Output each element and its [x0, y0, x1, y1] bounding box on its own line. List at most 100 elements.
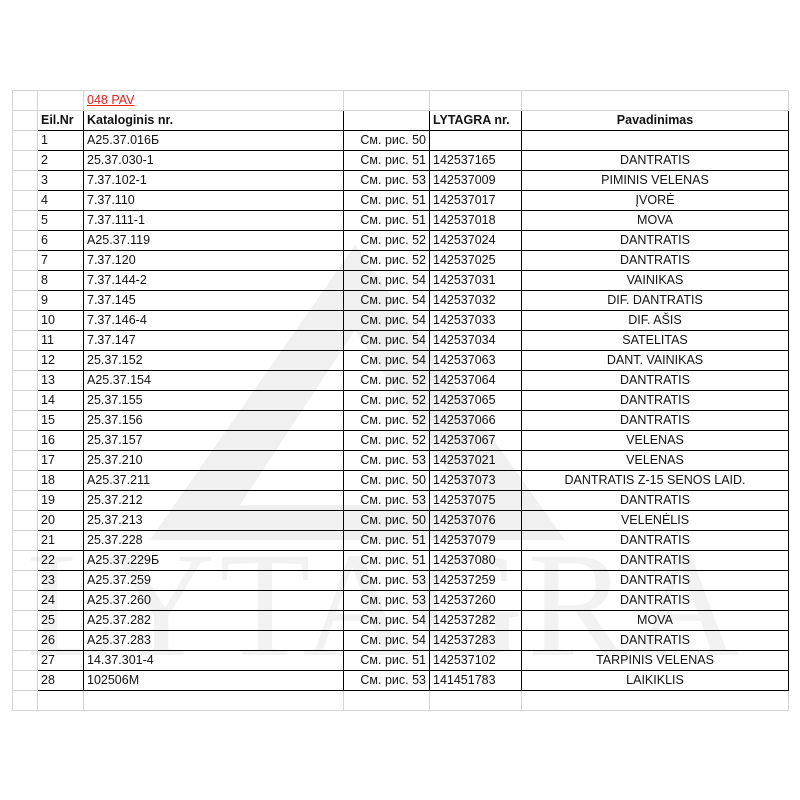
- cell-catalog[interactable]: A25.37.260: [83, 590, 344, 611]
- cell[interactable]: [429, 90, 522, 111]
- cell-catalog[interactable]: 25.37.212: [83, 490, 344, 511]
- cell-ref[interactable]: См. рис. 54: [343, 270, 430, 291]
- cell-lytagra[interactable]: 142537066: [429, 410, 522, 431]
- cell-name[interactable]: VELENAS: [521, 430, 789, 451]
- cell[interactable]: [12, 130, 38, 151]
- cell-ref[interactable]: См. рис. 52: [343, 390, 430, 411]
- cell[interactable]: [12, 530, 38, 551]
- cell-catalog[interactable]: 25.37.152: [83, 350, 344, 371]
- cell-ref[interactable]: См. рис. 50: [343, 130, 430, 151]
- cell-ref[interactable]: См. рис. 51: [343, 190, 430, 211]
- cell-ref[interactable]: См. рис. 54: [343, 330, 430, 351]
- cell-no[interactable]: 15: [37, 410, 84, 431]
- cell[interactable]: [12, 150, 38, 171]
- cell[interactable]: [343, 90, 430, 111]
- cell-name[interactable]: DANTRATIS: [521, 570, 789, 591]
- cell-catalog[interactable]: 7.37.110: [83, 190, 344, 211]
- cell[interactable]: [12, 670, 38, 691]
- cell[interactable]: [12, 330, 38, 351]
- cell-lytagra[interactable]: 142537102: [429, 650, 522, 671]
- cell-ref[interactable]: См. рис. 53: [343, 570, 430, 591]
- cell-name[interactable]: DANTRATIS Z-15 SENOS LAID.: [521, 470, 789, 491]
- cell-lytagra[interactable]: [429, 130, 522, 151]
- cell-ref[interactable]: См. рис. 52: [343, 370, 430, 391]
- cell-name[interactable]: DANTRATIS: [521, 530, 789, 551]
- cell-name[interactable]: TARPINIS VELENAS: [521, 650, 789, 671]
- cell-catalog[interactable]: 7.37.145: [83, 290, 344, 311]
- cell[interactable]: [343, 690, 430, 711]
- cell-lytagra[interactable]: 142537033: [429, 310, 522, 331]
- cell-name[interactable]: MOVA: [521, 210, 789, 231]
- cell-lytagra[interactable]: 142537018: [429, 210, 522, 231]
- cell-lytagra[interactable]: 142537032: [429, 290, 522, 311]
- cell-catalog[interactable]: 25.37.228: [83, 530, 344, 551]
- cell[interactable]: [12, 470, 38, 491]
- cell-no[interactable]: 24: [37, 590, 84, 611]
- cell-name[interactable]: DANTRATIS: [521, 370, 789, 391]
- cell-no[interactable]: 1: [37, 130, 84, 151]
- cell-no[interactable]: 26: [37, 630, 84, 651]
- cell-name[interactable]: DIF. DANTRATIS: [521, 290, 789, 311]
- cell-ref[interactable]: См. рис. 53: [343, 450, 430, 471]
- cell-no[interactable]: 16: [37, 430, 84, 451]
- cell-catalog[interactable]: A25.37.229Б: [83, 550, 344, 571]
- cell-no[interactable]: 17: [37, 450, 84, 471]
- cell-no[interactable]: 19: [37, 490, 84, 511]
- cell-no[interactable]: 21: [37, 530, 84, 551]
- cell-no[interactable]: 13: [37, 370, 84, 391]
- cell-name[interactable]: DANTRATIS: [521, 150, 789, 171]
- cell-no[interactable]: 3: [37, 170, 84, 191]
- cell-lytagra[interactable]: 142537065: [429, 390, 522, 411]
- cell-name[interactable]: VELENAS: [521, 450, 789, 471]
- cell-name[interactable]: DANTRATIS: [521, 490, 789, 511]
- cell[interactable]: [12, 110, 38, 131]
- cell-name[interactable]: DANTRATIS: [521, 390, 789, 411]
- cell-ref[interactable]: См. рис. 51: [343, 650, 430, 671]
- cell-ref[interactable]: См. рис. 52: [343, 410, 430, 431]
- cell[interactable]: [429, 690, 522, 711]
- cell[interactable]: [12, 170, 38, 191]
- cell-catalog[interactable]: A25.37.259: [83, 570, 344, 591]
- cell[interactable]: [12, 290, 38, 311]
- cell-catalog[interactable]: 14.37.301-4: [83, 650, 344, 671]
- cell-ref[interactable]: См. рис. 51: [343, 550, 430, 571]
- cell[interactable]: [37, 690, 84, 711]
- cell-no[interactable]: 28: [37, 670, 84, 691]
- cell-ref[interactable]: См. рис. 53: [343, 490, 430, 511]
- cell-name[interactable]: PIMINIS VELENAS: [521, 170, 789, 191]
- cell-no[interactable]: 14: [37, 390, 84, 411]
- cell-lytagra[interactable]: 142537076: [429, 510, 522, 531]
- cell-lytagra[interactable]: 142537064: [429, 370, 522, 391]
- cell-lytagra[interactable]: 142537075: [429, 490, 522, 511]
- cell-name[interactable]: MOVA: [521, 610, 789, 631]
- cell-name[interactable]: VAINIKAS: [521, 270, 789, 291]
- cell-lytagra[interactable]: 142537260: [429, 590, 522, 611]
- cell[interactable]: [12, 410, 38, 431]
- cell-ref[interactable]: См. рис. 53: [343, 590, 430, 611]
- cell-lytagra[interactable]: 142537025: [429, 250, 522, 271]
- cell[interactable]: [12, 230, 38, 251]
- cell-no[interactable]: 10: [37, 310, 84, 331]
- cell-catalog[interactable]: 25.37.157: [83, 430, 344, 451]
- cell[interactable]: [12, 550, 38, 571]
- cell-ref[interactable]: См. рис. 53: [343, 170, 430, 191]
- cell-no[interactable]: 7: [37, 250, 84, 271]
- cell[interactable]: [12, 250, 38, 271]
- cell-name[interactable]: DANTRATIS: [521, 230, 789, 251]
- cell-no[interactable]: 22: [37, 550, 84, 571]
- cell-ref[interactable]: См. рис. 54: [343, 610, 430, 631]
- cell[interactable]: [12, 650, 38, 671]
- cell-lytagra[interactable]: 142537282: [429, 610, 522, 631]
- cell-catalog[interactable]: 25.37.156: [83, 410, 344, 431]
- cell-ref[interactable]: См. рис. 52: [343, 430, 430, 451]
- cell-name[interactable]: [521, 130, 789, 151]
- cell-lytagra[interactable]: 142537009: [429, 170, 522, 191]
- cell-name[interactable]: DANT. VAINIKAS: [521, 350, 789, 371]
- cell-catalog[interactable]: 7.37.144-2: [83, 270, 344, 291]
- cell-catalog[interactable]: 25.37.155: [83, 390, 344, 411]
- cell-lytagra[interactable]: 142537017: [429, 190, 522, 211]
- header-name[interactable]: Pavadinimas: [521, 110, 789, 131]
- header-no[interactable]: Eil.Nr: [37, 110, 84, 131]
- cell-catalog[interactable]: A25.37.282: [83, 610, 344, 631]
- cell-catalog[interactable]: 7.37.147: [83, 330, 344, 351]
